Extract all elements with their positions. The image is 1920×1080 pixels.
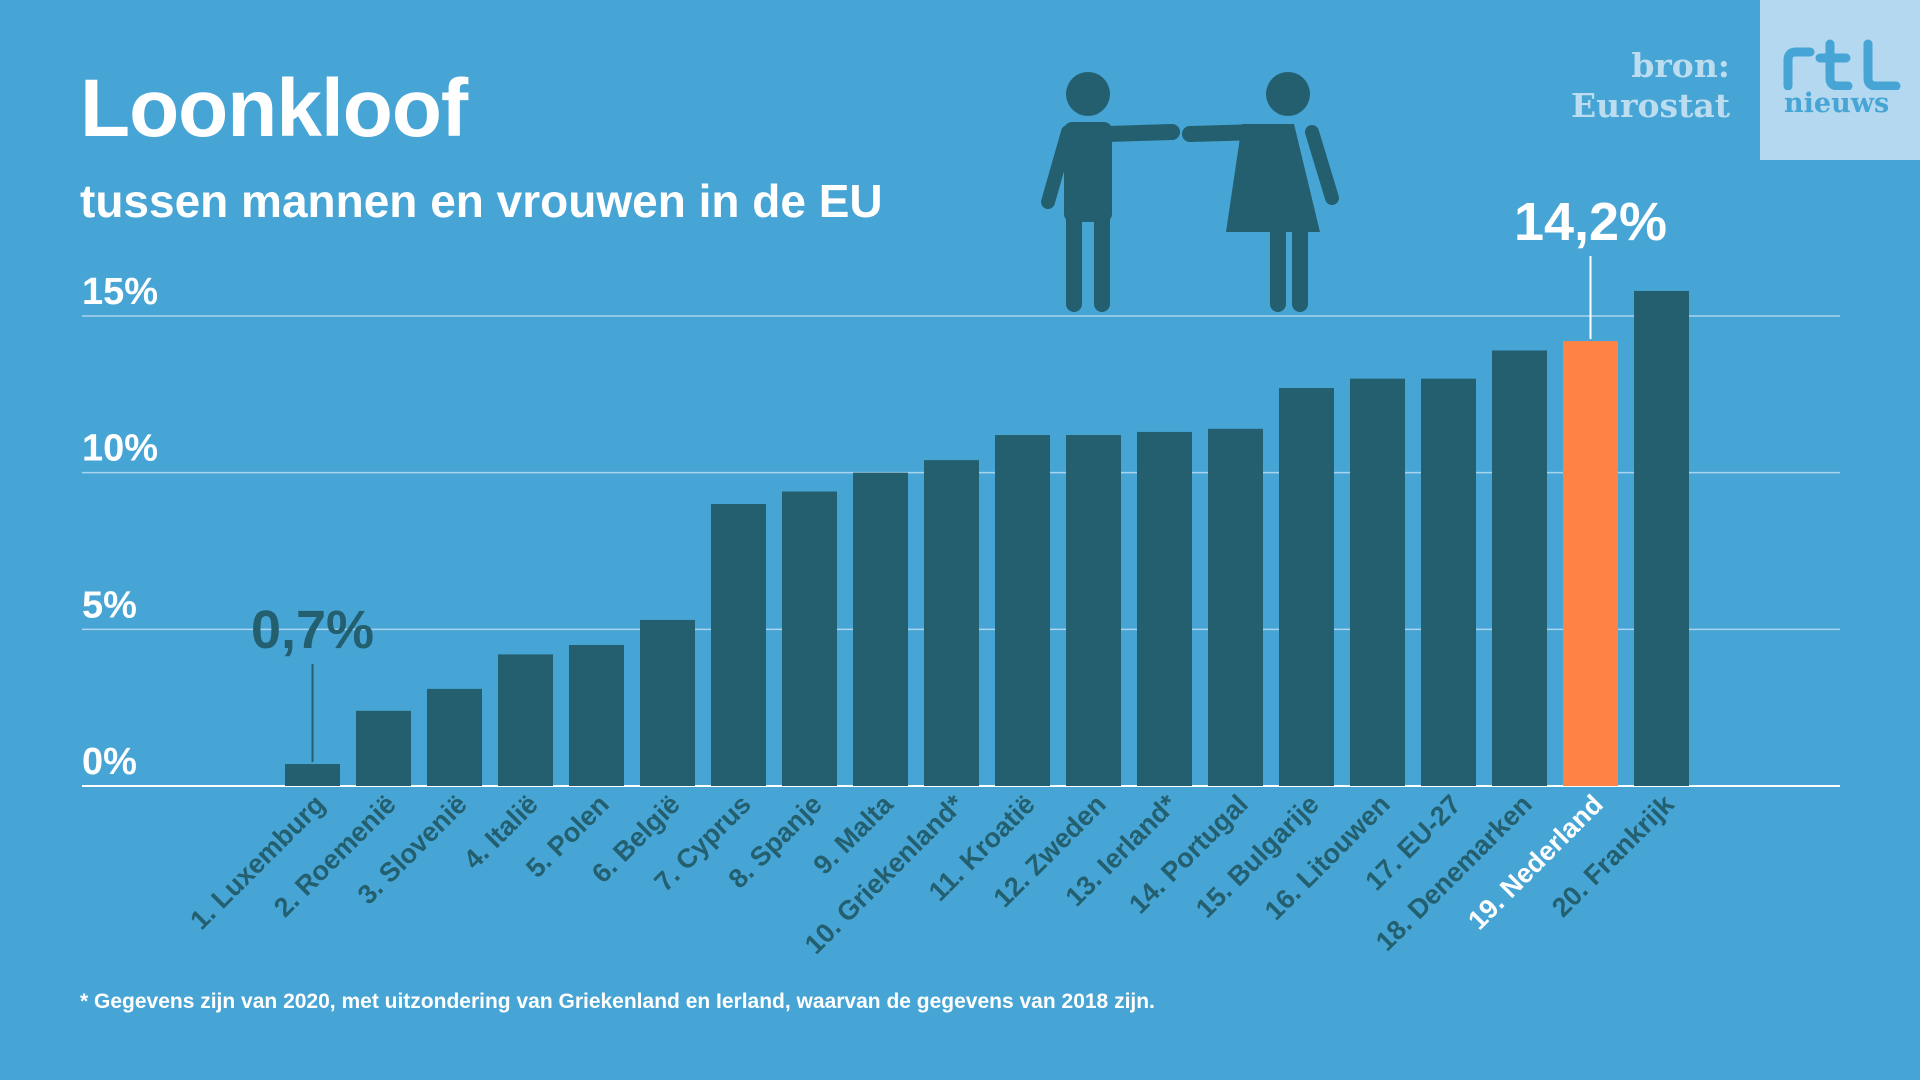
bar [1634,290,1689,786]
bar [1208,428,1263,786]
chart-title: Loonkloof [80,63,468,154]
data-label: 0,7% [251,600,374,660]
bar [640,619,695,786]
man-woman-handshake-icon [1041,72,1339,312]
y-tick-label: 0% [82,741,137,783]
bar [285,764,340,786]
bar [1279,388,1334,786]
x-tick-label: 16. Litouwen [1259,789,1396,926]
bar [427,688,482,786]
source-label: bron: [1631,46,1730,85]
chart-subtitle: tussen mannen en vrouwen in de EU [80,175,883,227]
x-tick-label: 20. Frankrijk [1546,788,1680,922]
bar [1421,378,1476,786]
y-tick-label: 10% [82,428,158,470]
bar [924,460,979,786]
bar [995,435,1050,786]
rtl-logo-text: nieuws [1784,88,1890,119]
source-name: Eurostat [1571,86,1730,125]
bar [1492,350,1547,786]
bar [356,710,411,786]
y-tick-label: 15% [82,271,158,313]
bar [1350,378,1405,786]
bar [1066,435,1121,786]
x-tick-label: 15. Bulgarije [1190,789,1325,924]
bar [1563,341,1618,786]
bar [1137,431,1192,786]
bar [711,504,766,786]
bar [782,491,837,786]
data-label: 14,2% [1514,192,1667,252]
footnote: * Gegevens zijn van 2020, met uitzonderi… [80,990,1155,1013]
bar [853,472,908,786]
y-tick-label: 5% [82,584,137,626]
rtl-logo-icon [1783,39,1901,90]
rtl-logo: nieuws [1760,0,1920,160]
source-credit: bron: Eurostat [1571,46,1730,126]
bar [498,654,553,786]
bar [569,645,624,786]
